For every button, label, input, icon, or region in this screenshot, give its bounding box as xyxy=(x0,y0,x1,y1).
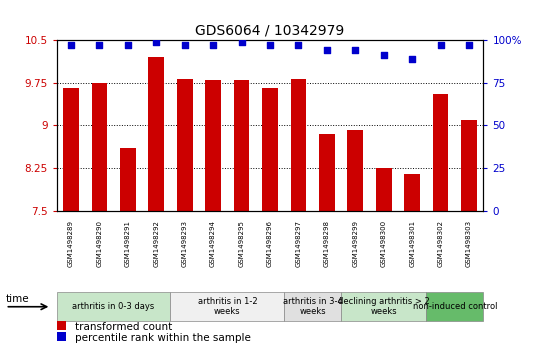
Point xyxy=(266,42,274,48)
Text: declining arthritis > 2
weeks: declining arthritis > 2 weeks xyxy=(338,297,430,317)
Point xyxy=(66,42,75,48)
Point xyxy=(351,47,360,53)
Text: arthritis in 3-4
weeks: arthritis in 3-4 weeks xyxy=(283,297,342,317)
Bar xyxy=(461,119,477,211)
Bar xyxy=(348,130,363,211)
Bar xyxy=(92,83,107,211)
Bar xyxy=(433,94,448,211)
Text: time: time xyxy=(5,294,29,305)
Point xyxy=(436,42,445,48)
Point xyxy=(294,42,303,48)
Text: arthritis in 1-2
weeks: arthritis in 1-2 weeks xyxy=(198,297,257,317)
Bar xyxy=(404,174,420,211)
Point xyxy=(209,42,218,48)
Text: arthritis in 0-3 days: arthritis in 0-3 days xyxy=(72,302,154,311)
Title: GDS6064 / 10342979: GDS6064 / 10342979 xyxy=(195,23,345,37)
Point xyxy=(95,42,104,48)
Text: transformed count: transformed count xyxy=(75,322,172,332)
Bar xyxy=(376,168,392,211)
Point xyxy=(380,52,388,58)
Point xyxy=(124,42,132,48)
Point xyxy=(180,42,189,48)
Bar xyxy=(234,80,249,211)
Bar xyxy=(291,79,306,211)
Point xyxy=(465,42,474,48)
Bar xyxy=(63,88,79,211)
Point xyxy=(322,47,331,53)
Bar xyxy=(120,148,136,211)
Bar xyxy=(205,80,221,211)
Bar xyxy=(177,79,192,211)
Point xyxy=(237,39,246,45)
Bar xyxy=(148,57,164,211)
Text: percentile rank within the sample: percentile rank within the sample xyxy=(75,333,251,343)
Point xyxy=(408,56,416,62)
Bar xyxy=(319,134,335,211)
Point xyxy=(152,39,160,45)
Bar xyxy=(262,88,278,211)
Text: non-induced control: non-induced control xyxy=(413,302,497,311)
